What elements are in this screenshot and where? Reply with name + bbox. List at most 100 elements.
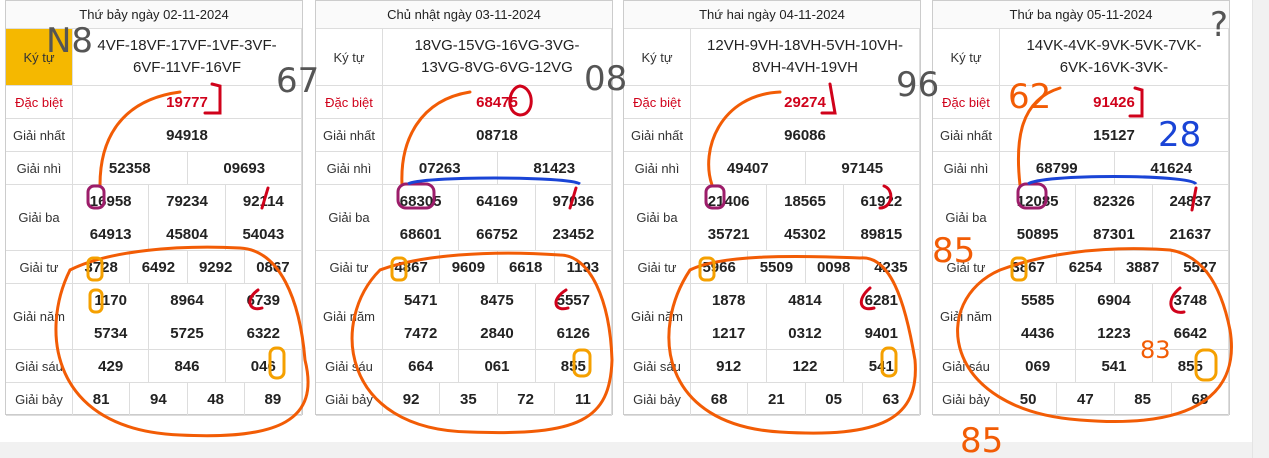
- prize-number: 63: [862, 383, 920, 416]
- prize-number: 21406: [691, 185, 768, 218]
- prize-number: 4436: [1000, 317, 1077, 350]
- prize-number: 9292: [187, 251, 245, 284]
- result-table: Chủ nhật ngày 03-11-2024 Ký tự 18VG-15VG-1…: [315, 0, 613, 416]
- prize-number: 91426: [1000, 86, 1229, 119]
- prize-number: 64169: [459, 185, 536, 218]
- prize-number: 3748: [1153, 284, 1229, 317]
- table-header: Thứ hai ngày 04-11-2024: [624, 1, 920, 29]
- row-label: Giải năm: [933, 284, 1000, 350]
- result-table: Thứ ba ngày 05-11-2024 Ký tự 14VK-4VK-9VK-…: [932, 0, 1230, 416]
- prize-number: 12085: [1000, 185, 1077, 218]
- row-label: Giải bảy: [316, 383, 383, 416]
- prize-number: 68: [1171, 383, 1229, 416]
- prize-number: 664: [383, 350, 460, 383]
- row-label: Giải năm: [316, 284, 383, 350]
- prize-number: 6642: [1152, 317, 1229, 350]
- prize-number: 846: [149, 350, 226, 383]
- prize-number: 9609: [440, 251, 498, 284]
- row-label: Giải tư: [6, 251, 73, 284]
- vertical-scrollbar[interactable]: [1252, 0, 1269, 458]
- row-label: Giải bảy: [933, 383, 1000, 416]
- row-label: Giải nhì: [933, 152, 1000, 185]
- prize-number: 1878: [691, 284, 768, 317]
- prize-number: 41624: [1114, 152, 1229, 185]
- prize-number: 061: [459, 350, 536, 383]
- prize-number: 21: [748, 383, 806, 416]
- prize-number: 0312: [767, 317, 844, 350]
- prize-number: 49407: [691, 152, 806, 185]
- symbol-code: 12VH-9VH-18VH-5VH-10VH-8VH-4VH-19VH: [691, 29, 920, 86]
- prize-number: 89: [244, 383, 302, 416]
- row-label: Giải bảy: [6, 383, 73, 416]
- row-label: Đặc biệt: [6, 86, 73, 119]
- symbol-code: 18VG-15VG-16VG-3VG-13VG-8VG-6VG-12VG: [383, 29, 612, 86]
- row-label: Giải nhì: [316, 152, 383, 185]
- prize-number: 45302: [767, 218, 844, 251]
- prize-number: 19777: [73, 86, 302, 119]
- prize-number: 541: [1076, 350, 1153, 383]
- prize-number: 81423: [497, 152, 612, 185]
- prize-number: 6904: [1076, 284, 1153, 317]
- prize-number: 541: [843, 350, 920, 383]
- prize-number: 68601: [383, 218, 460, 251]
- prize-number: 96086: [691, 119, 920, 152]
- row-label: Giải năm: [624, 284, 691, 350]
- prize-number: 82326: [1076, 185, 1153, 218]
- prize-number: 855: [535, 350, 612, 383]
- row-label: Ký tự: [933, 29, 1000, 86]
- prize-number: 94918: [73, 119, 302, 152]
- prize-number: 5509: [748, 251, 806, 284]
- prize-number: 5966: [691, 251, 749, 284]
- prize-number: 68: [691, 383, 749, 416]
- prize-number: 912: [691, 350, 768, 383]
- prize-number: 21637: [1152, 218, 1229, 251]
- prize-number: 11: [554, 383, 612, 416]
- prize-number: 5585: [1000, 284, 1077, 317]
- horizontal-scrollbar[interactable]: [0, 442, 1252, 458]
- prize-number: 79234: [149, 185, 226, 218]
- prize-number: 122: [767, 350, 844, 383]
- row-label: Giải tư: [933, 251, 1000, 284]
- prize-number: 046: [225, 350, 302, 383]
- row-label: Giải sáu: [624, 350, 691, 383]
- prize-number: 6281: [844, 284, 920, 317]
- table-header: Chủ nhật ngày 03-11-2024: [316, 1, 612, 29]
- prize-number: 89815: [843, 218, 920, 251]
- prize-number: 50895: [1000, 218, 1077, 251]
- prize-number: 9401: [843, 317, 920, 350]
- prize-number: 35: [440, 383, 498, 416]
- row-label: Đặc biệt: [933, 86, 1000, 119]
- prize-number: 8964: [149, 284, 226, 317]
- prize-number: 97036: [536, 185, 612, 218]
- prize-number: 97145: [805, 152, 920, 185]
- row-label: Giải năm: [6, 284, 73, 350]
- row-label: Giải nhì: [624, 152, 691, 185]
- row-label: Đặc biệt: [316, 86, 383, 119]
- prize-number: 8475: [459, 284, 536, 317]
- prize-number: 3887: [1114, 251, 1172, 284]
- row-label: Đặc biệt: [624, 86, 691, 119]
- row-label: Ký tự: [316, 29, 383, 86]
- prize-number: 5725: [149, 317, 226, 350]
- result-table: Thứ hai ngày 04-11-2024 Ký tự 12VH-9VH-18V…: [623, 0, 921, 416]
- row-label: Giải ba: [6, 185, 73, 251]
- prize-number: 61922: [844, 185, 920, 218]
- prize-number: 07263: [383, 152, 498, 185]
- prize-number: 23452: [535, 218, 612, 251]
- row-label: Giải nhất: [624, 119, 691, 152]
- prize-number: 069: [1000, 350, 1077, 383]
- row-label: Giải nhì: [6, 152, 73, 185]
- prize-number: 85: [1114, 383, 1172, 416]
- prize-number: 52358: [73, 152, 188, 185]
- prize-number: 72: [497, 383, 555, 416]
- table-header: Thứ ba ngày 05-11-2024: [933, 1, 1229, 29]
- prize-number: 47: [1057, 383, 1115, 416]
- row-label: Giải ba: [933, 185, 1000, 251]
- prize-number: 855: [1152, 350, 1229, 383]
- prize-number: 08718: [383, 119, 612, 152]
- prize-number: 87301: [1076, 218, 1153, 251]
- result-table: Thứ bảy ngày 02-11-2024 Ký tự 4VF-18VF-17V…: [5, 0, 303, 416]
- prize-number: 81: [73, 383, 131, 416]
- row-label: Giải sáu: [6, 350, 73, 383]
